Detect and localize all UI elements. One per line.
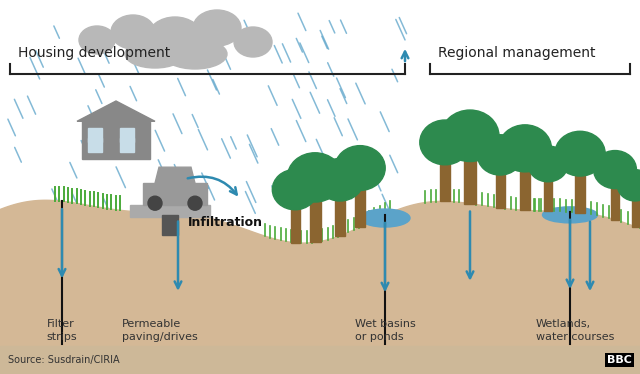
Bar [162,215,178,235]
Ellipse shape [273,169,317,210]
Ellipse shape [234,27,272,57]
Bar [440,156,450,202]
Ellipse shape [316,159,364,201]
Bar [88,138,102,152]
Ellipse shape [420,120,470,165]
Polygon shape [77,101,155,121]
Ellipse shape [441,110,499,162]
Ellipse shape [477,135,523,175]
Ellipse shape [543,207,598,223]
Ellipse shape [335,145,385,190]
Text: Source: Susdrain/CIRIA: Source: Susdrain/CIRIA [8,355,120,365]
Ellipse shape [188,196,202,210]
Ellipse shape [193,10,241,46]
Bar [544,175,552,211]
Text: Filter
strips: Filter strips [47,319,77,342]
Ellipse shape [593,151,636,188]
Text: Wetlands,
water courses: Wetlands, water courses [536,319,614,342]
Ellipse shape [499,125,552,172]
Ellipse shape [148,196,162,210]
Ellipse shape [125,40,185,68]
Ellipse shape [147,17,202,59]
Bar [575,168,585,213]
Text: BBC: BBC [607,355,632,365]
Bar [335,193,345,236]
Ellipse shape [555,131,605,176]
Polygon shape [155,167,195,183]
Bar [0,346,640,374]
Ellipse shape [287,153,343,202]
Bar [82,121,150,159]
Bar [464,152,476,204]
Bar [310,193,321,242]
Bar [130,205,210,217]
Bar [495,168,504,208]
Ellipse shape [618,170,640,201]
Bar [88,128,102,142]
Bar [291,202,300,243]
Bar [611,181,620,220]
Bar [143,183,207,205]
Bar [632,195,639,227]
Text: Permeable
paving/drives: Permeable paving/drives [122,319,198,342]
Text: Wet basins
or ponds: Wet basins or ponds [355,319,415,342]
Ellipse shape [163,39,227,69]
Polygon shape [0,200,640,374]
Ellipse shape [528,146,568,182]
Ellipse shape [79,26,115,54]
Text: Housing development: Housing development [18,46,170,60]
Ellipse shape [111,15,155,49]
Text: Infiltration: Infiltration [188,216,263,229]
Bar [120,128,134,142]
Ellipse shape [360,209,410,227]
Bar [520,163,531,210]
Bar [120,138,134,152]
Bar [355,182,365,227]
Text: Regional management: Regional management [438,46,595,60]
